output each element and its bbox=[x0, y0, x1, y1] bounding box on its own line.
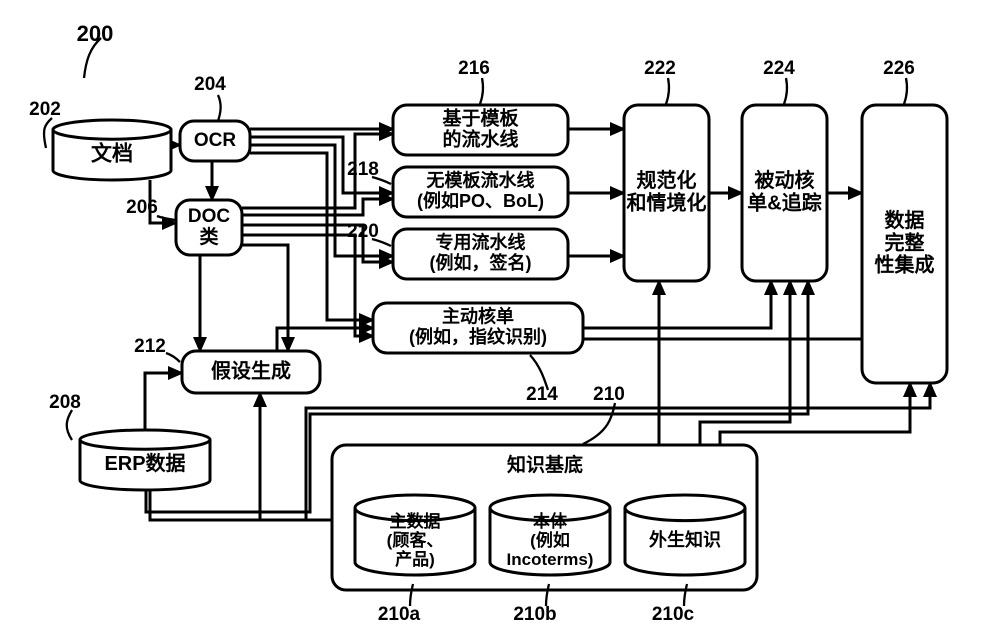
edge-kb-hypo bbox=[260, 393, 332, 520]
svg-text:ERP数据: ERP数据 bbox=[104, 451, 185, 475]
svg-text:规范化: 规范化 bbox=[637, 168, 697, 192]
svg-text:Incoterms): Incoterms) bbox=[507, 550, 594, 569]
ref-r206: 206 bbox=[126, 197, 175, 220]
ref-r216: 216 bbox=[458, 58, 490, 104]
ref-r226: 226 bbox=[883, 58, 915, 104]
node-fig-ref: 200 bbox=[77, 21, 114, 46]
svg-text:210c: 210c bbox=[652, 604, 695, 625]
svg-text:210: 210 bbox=[593, 384, 625, 405]
edge-doccls-hypo bbox=[242, 245, 288, 351]
node-notmpl: 无模板流水线(例如PO、BoL) bbox=[393, 167, 568, 217]
svg-text:212: 212 bbox=[134, 336, 166, 357]
node-doccls: DOC类 bbox=[176, 200, 242, 255]
ref-r204: 204 bbox=[194, 74, 226, 121]
node-active: 主动核单(例如，指纹识别) bbox=[373, 303, 583, 353]
svg-text:(例如PO、BoL): (例如PO、BoL) bbox=[417, 190, 544, 211]
edge-hypo-active bbox=[277, 328, 373, 351]
svg-text:数据: 数据 bbox=[885, 208, 925, 232]
svg-text:210b: 210b bbox=[513, 604, 556, 625]
svg-text:208: 208 bbox=[49, 392, 81, 413]
svg-text:无模板流水线: 无模板流水线 bbox=[427, 170, 535, 191]
node-integrity: 数据完整性集成 bbox=[862, 105, 947, 383]
node-passive: 被动核单&追踪 bbox=[742, 105, 827, 281]
svg-text:210a: 210a bbox=[378, 604, 421, 625]
edge-active-integrity bbox=[583, 339, 884, 383]
svg-text:单&追踪: 单&追踪 bbox=[747, 190, 821, 214]
svg-text:200: 200 bbox=[77, 21, 114, 46]
svg-text:基于模板: 基于模板 bbox=[441, 106, 519, 129]
ref-r214: 214 bbox=[526, 355, 558, 405]
svg-text:(例如，签名): (例如，签名) bbox=[430, 252, 532, 273]
node-norm: 规范化和情境化 bbox=[624, 105, 709, 281]
svg-text:外生知识: 外生知识 bbox=[649, 529, 721, 550]
node-hypo: 假设生成 bbox=[182, 351, 320, 393]
svg-text:226: 226 bbox=[883, 58, 915, 79]
svg-text:OCR: OCR bbox=[194, 130, 237, 151]
svg-text:214: 214 bbox=[526, 384, 558, 405]
svg-text:性集成: 性集成 bbox=[875, 253, 935, 277]
edge-erp-hypo bbox=[145, 373, 182, 430]
svg-text:204: 204 bbox=[194, 74, 226, 95]
ref-r208: 208 bbox=[49, 392, 81, 440]
node-ocr: OCR bbox=[180, 121, 250, 161]
svg-text:DOC: DOC bbox=[188, 206, 231, 227]
svg-text:专用流水线: 专用流水线 bbox=[436, 232, 526, 253]
svg-text:的流水线: 的流水线 bbox=[442, 128, 518, 151]
svg-text:(顾客、: (顾客、 bbox=[387, 530, 444, 550]
svg-text:本体: 本体 bbox=[533, 511, 568, 531]
ref-r222: 222 bbox=[644, 58, 676, 104]
svg-text:假设生成: 假设生成 bbox=[211, 358, 291, 382]
svg-text:主动核单: 主动核单 bbox=[442, 306, 514, 327]
ref-r224: 224 bbox=[763, 58, 795, 104]
node-master: 主数据(顾客、产品) bbox=[355, 495, 475, 575]
svg-text:216: 216 bbox=[458, 58, 490, 79]
node-onto: 本体(例如Incoterms) bbox=[490, 495, 610, 575]
svg-text:224: 224 bbox=[763, 58, 795, 79]
svg-text:知识基底: 知识基底 bbox=[507, 453, 583, 476]
node-tmpl: 基于模板的流水线 bbox=[393, 105, 568, 155]
svg-text:206: 206 bbox=[126, 197, 158, 218]
svg-text:完整: 完整 bbox=[885, 230, 925, 254]
svg-text:和情境化: 和情境化 bbox=[627, 190, 707, 214]
node-kbtitle: 知识基底 bbox=[507, 453, 583, 476]
edge-active-passive bbox=[583, 281, 771, 328]
svg-text:主数据: 主数据 bbox=[390, 511, 441, 531]
svg-text:202: 202 bbox=[29, 99, 61, 120]
svg-text:文档: 文档 bbox=[91, 141, 133, 165]
node-exo: 外生知识 bbox=[625, 495, 745, 575]
svg-text:(例如，指纹识别): (例如，指纹识别) bbox=[409, 326, 547, 347]
node-special: 专用流水线(例如，签名) bbox=[393, 229, 568, 279]
svg-text:产品): 产品) bbox=[395, 549, 435, 569]
edge-kb-passive bbox=[700, 281, 790, 445]
svg-text:(例如: (例如 bbox=[530, 530, 570, 550]
node-docdb: 文档 bbox=[53, 120, 171, 180]
node-erp: ERP数据 bbox=[80, 430, 210, 490]
flowchart-canvas: 200文档OCRDOC类假设生成ERP数据基于模板的流水线无模板流水线(例如PO… bbox=[0, 0, 1000, 636]
svg-text:类: 类 bbox=[199, 225, 218, 248]
svg-text:222: 222 bbox=[644, 58, 676, 79]
ref-r212: 212 bbox=[134, 336, 180, 362]
svg-text:被动核: 被动核 bbox=[755, 168, 815, 192]
